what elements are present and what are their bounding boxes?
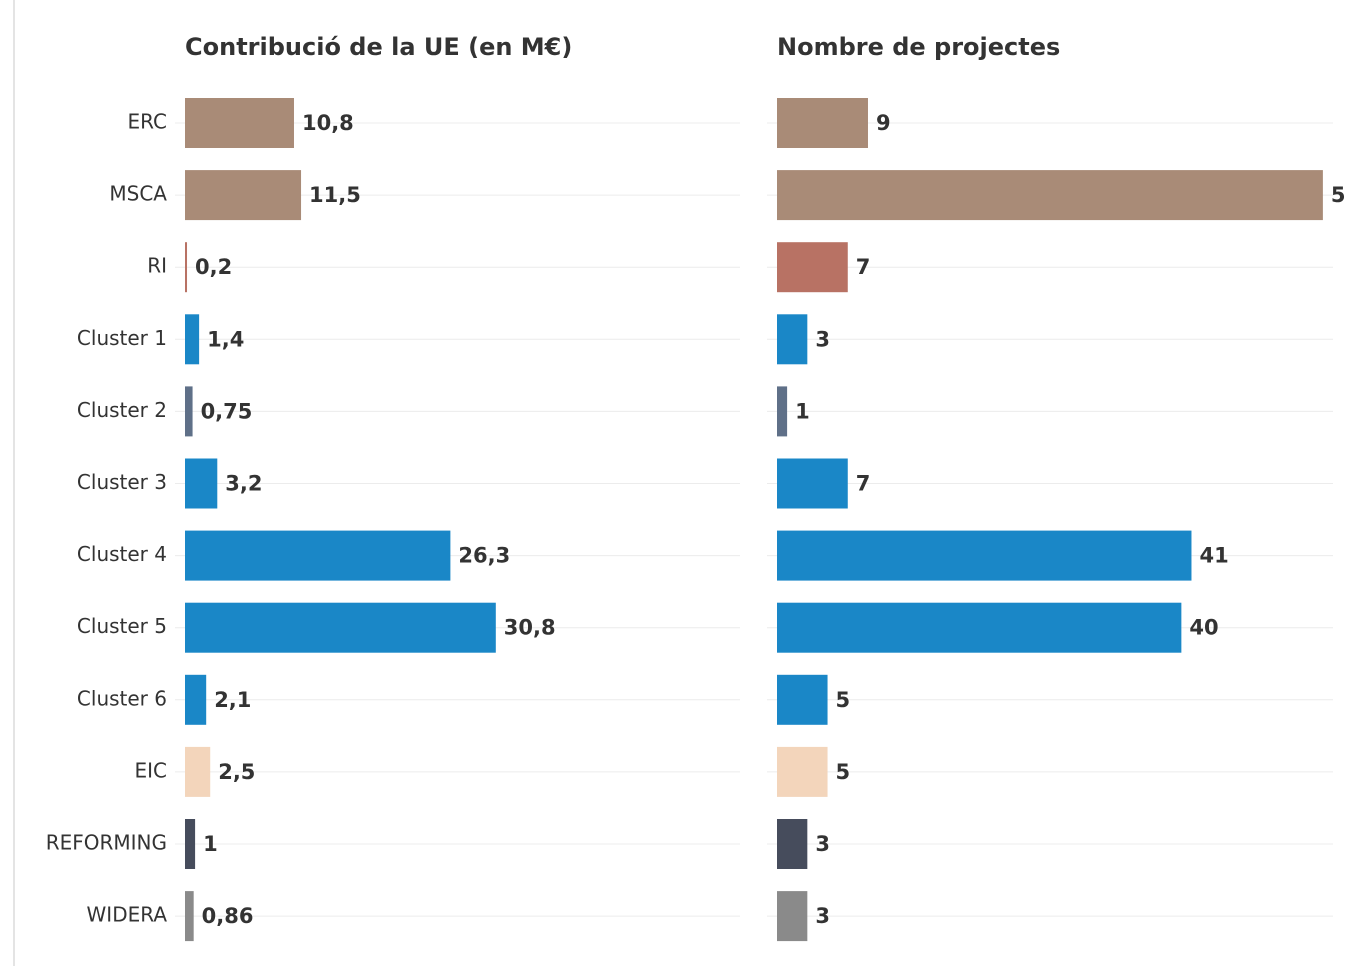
bar (777, 242, 848, 293)
bar (185, 458, 218, 509)
value-label: 54 (1331, 183, 1346, 207)
value-label: 0,86 (202, 904, 254, 928)
value-label: 10,8 (302, 111, 354, 135)
bar (777, 170, 1323, 221)
value-label: 9 (876, 111, 891, 135)
value-label: 3,2 (225, 472, 262, 496)
value-label: 2,5 (218, 760, 255, 784)
value-label: 11,5 (309, 183, 361, 207)
value-label: 30,8 (504, 616, 556, 640)
value-label: 3 (815, 832, 830, 856)
category-label: Cluster 5 (77, 614, 167, 638)
category-label: Cluster 3 (77, 470, 167, 494)
value-label: 3 (815, 327, 830, 351)
category-label: Cluster 4 (77, 542, 167, 566)
value-label: 2,1 (214, 688, 251, 712)
bar (777, 602, 1182, 653)
value-label: 1 (795, 399, 810, 423)
bar (185, 170, 302, 221)
bar (185, 602, 496, 653)
category-label: REFORMING (46, 831, 167, 855)
bar (777, 386, 788, 437)
value-label: 26,3 (458, 544, 510, 568)
value-label: 5 (836, 760, 851, 784)
category-label: Cluster 2 (77, 398, 167, 422)
value-label: 40 (1189, 616, 1218, 640)
bar (777, 314, 808, 365)
category-label: Cluster 6 (77, 686, 167, 710)
chart-title: Nombre de projectes (777, 33, 1060, 61)
bar (777, 891, 808, 942)
bar (185, 746, 211, 797)
value-label: 0,2 (195, 255, 232, 279)
value-label: 3 (815, 904, 830, 928)
category-label: WIDERA (87, 903, 168, 927)
bar (185, 242, 188, 293)
value-label: 5 (836, 688, 851, 712)
value-label: 7 (856, 472, 871, 496)
bar (185, 314, 200, 365)
category-label: Cluster 1 (77, 326, 167, 350)
value-label: 0,75 (201, 399, 253, 423)
chart-title: Contribució de la UE (en M€) (185, 33, 572, 61)
bar (185, 98, 294, 148)
bar (185, 891, 194, 942)
value-label: 1 (203, 832, 218, 856)
bar (185, 530, 451, 581)
bar (777, 98, 868, 148)
bar (185, 386, 193, 437)
value-label: 41 (1199, 544, 1228, 568)
category-label: EIC (135, 758, 168, 782)
bar (777, 746, 828, 797)
bar (777, 458, 848, 509)
value-label: 7 (856, 255, 871, 279)
bar (777, 819, 808, 869)
bar (777, 674, 828, 725)
bar (185, 819, 196, 869)
category-label: RI (147, 254, 167, 278)
category-label: MSCA (109, 182, 167, 206)
category-label: ERC (127, 110, 167, 134)
bar (185, 674, 207, 725)
value-label: 1,4 (207, 327, 244, 351)
bar (777, 530, 1192, 581)
